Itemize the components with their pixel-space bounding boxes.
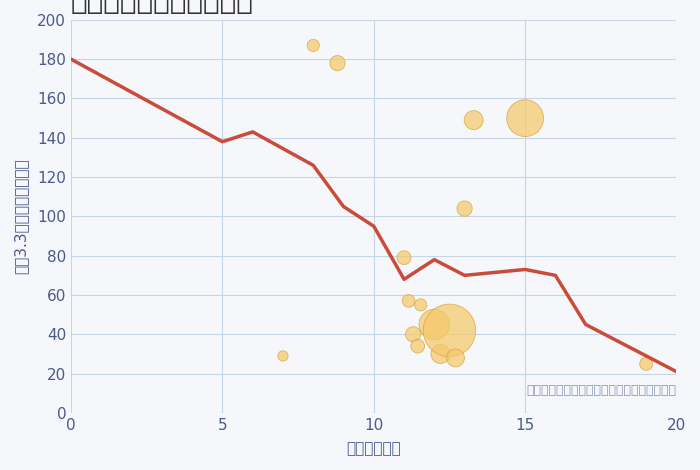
Point	[640, 360, 652, 368]
Point	[435, 350, 446, 358]
Point	[519, 114, 531, 122]
Point	[459, 205, 470, 212]
Text: 駅距離別中古戸建て価格: 駅距離別中古戸建て価格	[71, 0, 254, 15]
Point	[403, 297, 414, 305]
Point	[468, 117, 480, 124]
Point	[450, 354, 461, 361]
Point	[307, 42, 318, 49]
Point	[407, 330, 419, 338]
Y-axis label: 坪（3.3㎡）単価（万円）: 坪（3.3㎡）単価（万円）	[14, 158, 29, 274]
Point	[428, 321, 440, 328]
Point	[415, 301, 426, 309]
Point	[444, 327, 455, 334]
Point	[332, 59, 343, 67]
Text: 円の大きさは、取引のあった物件面積を示す: 円の大きさは、取引のあった物件面積を示す	[526, 384, 676, 397]
Point	[398, 254, 409, 261]
Point	[412, 342, 423, 350]
X-axis label: 駅距離（分）: 駅距離（分）	[346, 441, 401, 456]
Point	[277, 352, 288, 360]
